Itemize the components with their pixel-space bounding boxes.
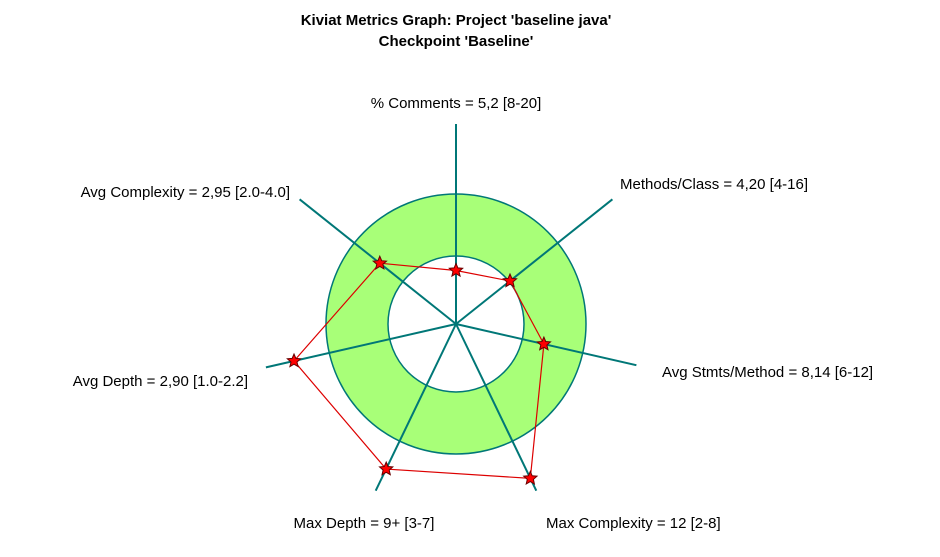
- value-marker: [371, 254, 388, 270]
- value-polygon: [293, 262, 545, 480]
- target-range-band: [326, 194, 586, 454]
- axis-line: [455, 323, 538, 492]
- axis-label: Avg Stmts/Method = 8,14 [6-12]: [662, 364, 873, 381]
- value-marker: [502, 272, 518, 288]
- chart-title: Kiviat Metrics Graph: Project 'baseline …: [301, 12, 612, 29]
- chart-subtitle: Checkpoint 'Baseline': [379, 33, 534, 50]
- value-marker: [522, 470, 539, 486]
- axis-label: Methods/Class = 4,20 [4-16]: [620, 176, 808, 193]
- axis-line: [455, 198, 614, 325]
- axis-labels-layer: % Comments = 5,2 [8-20] Methods/Class = 4…: [73, 95, 873, 532]
- axis-line: [374, 323, 457, 492]
- axis-label: % Comments = 5,2 [8-20]: [371, 95, 542, 112]
- value-marker: [448, 262, 464, 278]
- axis-label: Max Complexity = 12 [2-8]: [546, 515, 721, 532]
- axis-label: Avg Depth = 2,90 [1.0-2.2]: [73, 373, 248, 390]
- axis-label: Avg Complexity = 2,95 [2.0-4.0]: [81, 184, 290, 201]
- axis-label: Max Depth = 9+ [3-7]: [294, 515, 435, 532]
- markers-layer: [286, 254, 552, 486]
- value-marker: [286, 352, 302, 368]
- value-marker: [535, 335, 552, 351]
- value-marker: [378, 460, 395, 476]
